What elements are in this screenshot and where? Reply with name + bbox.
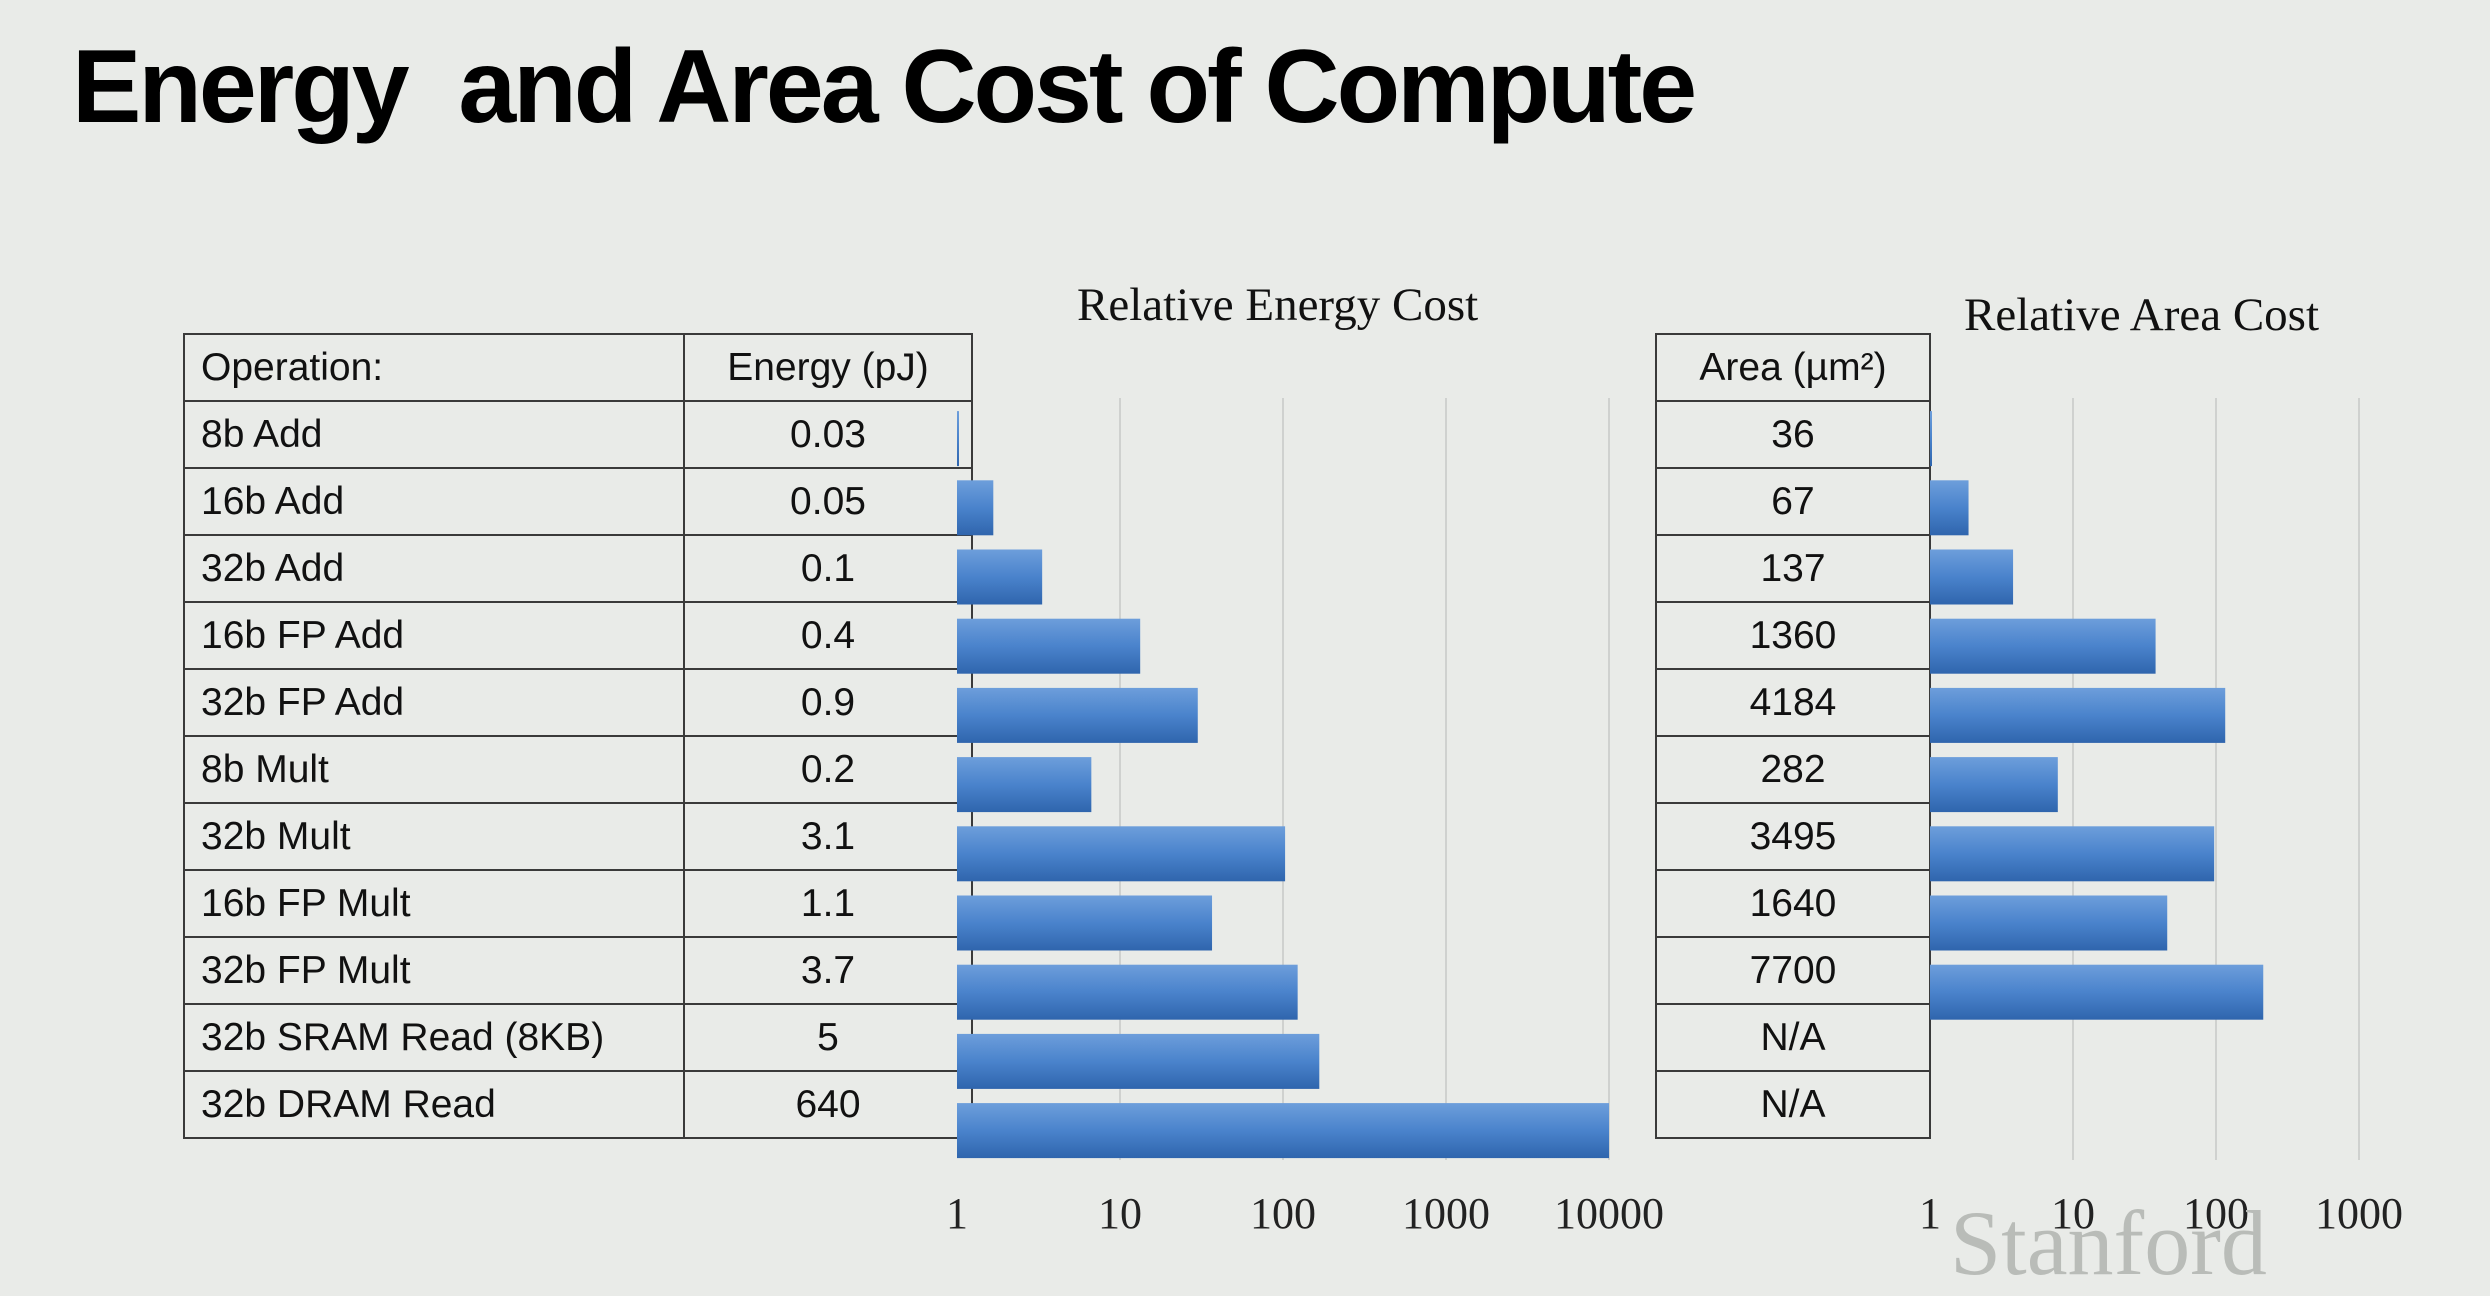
energy-bar	[957, 687, 1198, 743]
table-row: 8b Mult 0.2	[183, 735, 973, 804]
energy-tick-label: 10	[1098, 1189, 1142, 1238]
table-row: 32b DRAM Read 640	[183, 1070, 973, 1139]
area-tick-label: 10	[2051, 1189, 2095, 1238]
area-cell: 36	[1655, 400, 1931, 469]
area-cell: 67	[1655, 467, 1931, 536]
table-row: 3495	[1655, 802, 1931, 871]
area-bar	[1930, 826, 2215, 882]
table-row: 4184	[1655, 668, 1931, 737]
table-row: 1360	[1655, 601, 1931, 670]
area-tick-label: 1000	[2315, 1189, 2403, 1238]
area-cell: 137	[1655, 534, 1931, 603]
table-row: 36	[1655, 400, 1931, 469]
operation-cell: 32b Mult	[183, 802, 685, 871]
area-cell: 1640	[1655, 869, 1931, 938]
operations-table: Operation: Energy (pJ) 8b Add 0.03 16b Add…	[183, 333, 973, 1139]
table-row: 32b Add 0.1	[183, 534, 973, 603]
area-bar	[1930, 895, 2168, 951]
area-bar	[1930, 964, 2264, 1020]
area-cell: 1360	[1655, 601, 1931, 670]
table-row: N/A	[1655, 1003, 1931, 1072]
area-table: Area (µm²) 36 67 137 1360 4184 282 3495 1640 770…	[1655, 333, 1931, 1139]
energy-tick-label: 10000	[1554, 1189, 1664, 1238]
area-cell: 4184	[1655, 668, 1931, 737]
table-row: 282	[1655, 735, 1931, 804]
area-bar	[1930, 757, 2058, 813]
operation-cell: 32b FP Add	[183, 668, 685, 737]
energy-bar	[957, 1103, 1609, 1159]
area-cell: 7700	[1655, 936, 1931, 1005]
table-row: 137	[1655, 534, 1931, 603]
operation-cell: 32b DRAM Read	[183, 1070, 685, 1139]
energy-cell: 0.2	[683, 735, 973, 804]
table-header-row: Area (µm²)	[1655, 333, 1931, 402]
area-cell: 282	[1655, 735, 1931, 804]
energy-cell: 3.1	[683, 802, 973, 871]
energy-chart-title: Relative Energy Cost	[1077, 279, 1479, 331]
bar-charts: 1 10 100 1000 10000 1 10 100 1000	[946, 398, 2403, 1238]
table-row: 32b SRAM Read (8KB) 5	[183, 1003, 973, 1072]
energy-cell: 0.1	[683, 534, 973, 603]
energy-bar	[957, 1033, 1320, 1089]
energy-bar	[957, 964, 1298, 1020]
energy-cell: 5	[683, 1003, 973, 1072]
table-header-row: Operation: Energy (pJ)	[183, 333, 973, 402]
operation-cell: 8b Add	[183, 400, 685, 469]
energy-cell: 0.9	[683, 668, 973, 737]
stanford-watermark: Stanford	[1950, 1192, 2267, 1294]
area-bar	[1930, 480, 1969, 536]
table-row: 32b Mult 3.1	[183, 802, 973, 871]
table-row: N/A	[1655, 1070, 1931, 1139]
operation-cell: 16b Add	[183, 467, 685, 536]
energy-bar	[957, 549, 1043, 605]
table-row: 32b FP Mult 3.7	[183, 936, 973, 1005]
operation-cell: 16b FP Mult	[183, 869, 685, 938]
table-row: 1640	[1655, 869, 1931, 938]
table-row: 32b FP Add 0.9	[183, 668, 973, 737]
area-cell: 3495	[1655, 802, 1931, 871]
table-row: 16b FP Mult 1.1	[183, 869, 973, 938]
energy-cell: 3.7	[683, 936, 973, 1005]
operation-cell: 32b FP Mult	[183, 936, 685, 1005]
operation-cell: 8b Mult	[183, 735, 685, 804]
energy-header: Energy (pJ)	[683, 333, 973, 402]
energy-bar	[957, 618, 1141, 674]
energy-tick-label: 100	[1250, 1189, 1316, 1238]
area-bar	[1930, 618, 2156, 674]
energy-bar	[957, 826, 1286, 882]
energy-bar	[957, 895, 1213, 951]
operation-cell: 32b SRAM Read (8KB)	[183, 1003, 685, 1072]
energy-bar	[957, 757, 1092, 813]
energy-bar	[957, 480, 994, 536]
area-chart: 1 10 100 1000	[1919, 398, 2403, 1238]
area-bar	[1930, 411, 1932, 467]
slide-title: Energy and Area Cost of Compute	[72, 29, 1697, 145]
area-cell: N/A	[1655, 1070, 1931, 1139]
area-cell: N/A	[1655, 1003, 1931, 1072]
energy-bar	[957, 411, 959, 467]
energy-tick-label: 1000	[1402, 1189, 1490, 1238]
operation-header: Operation:	[183, 333, 685, 402]
table-row: 16b Add 0.05	[183, 467, 973, 536]
table-row: 7700	[1655, 936, 1931, 1005]
table-row: 67	[1655, 467, 1931, 536]
area-header: Area (µm²)	[1655, 333, 1931, 402]
area-bar	[1930, 549, 2014, 605]
operation-cell: 32b Add	[183, 534, 685, 603]
energy-cell: 1.1	[683, 869, 973, 938]
table-row: 8b Add 0.03	[183, 400, 973, 469]
table-row: 16b FP Add 0.4	[183, 601, 973, 670]
energy-tick-label: 1	[946, 1189, 968, 1238]
area-tick-label: 100	[2183, 1189, 2249, 1238]
energy-cell: 0.4	[683, 601, 973, 670]
area-tick-label: 1	[1919, 1189, 1941, 1238]
energy-cell: 640	[683, 1070, 973, 1139]
slide: Energy and Area Cost of Compute Relative…	[72, 29, 2403, 1294]
area-chart-title: Relative Area Cost	[1964, 289, 2320, 341]
area-bar	[1930, 687, 2226, 743]
energy-cell: 0.03	[683, 400, 973, 469]
energy-chart: 1 10 100 1000 10000	[946, 398, 1664, 1238]
operation-cell: 16b FP Add	[183, 601, 685, 670]
